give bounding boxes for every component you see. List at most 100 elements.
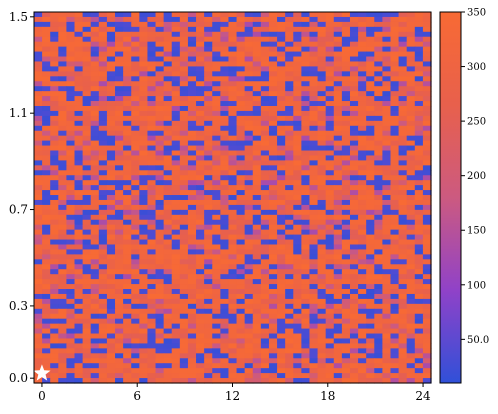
heatmap-cell xyxy=(228,91,238,97)
heatmap-cell xyxy=(236,239,246,246)
heatmap-cell xyxy=(179,333,189,340)
heatmap-cell xyxy=(196,209,205,216)
heatmap-cell xyxy=(309,105,319,112)
heatmap-cell xyxy=(349,195,359,201)
heatmap-cell xyxy=(147,91,157,97)
heatmap-cell xyxy=(268,51,278,58)
heatmap-cell xyxy=(204,333,213,340)
heatmap-cell xyxy=(123,363,132,369)
heatmap-cell xyxy=(196,120,205,127)
heatmap-cell xyxy=(333,185,343,191)
heatmap-cell xyxy=(82,373,92,379)
heatmap-cell xyxy=(228,373,238,379)
heatmap-cell xyxy=(301,36,311,43)
heatmap-cell xyxy=(106,41,116,48)
heatmap-cell xyxy=(115,313,124,320)
heatmap-cell xyxy=(106,110,116,117)
heatmap-cell xyxy=(163,348,173,354)
heatmap-cell xyxy=(66,234,76,241)
heatmap-cell xyxy=(34,21,43,28)
heatmap-cell xyxy=(301,135,311,142)
heatmap-cell xyxy=(398,91,408,97)
heatmap-cell xyxy=(293,36,302,43)
heatmap-cell xyxy=(293,175,302,181)
heatmap-cell xyxy=(398,318,408,325)
heatmap-cell xyxy=(236,140,246,147)
heatmap-cell xyxy=(204,175,213,181)
heatmap-cell xyxy=(406,368,416,374)
heatmap-cell xyxy=(147,150,157,157)
heatmap-cell xyxy=(58,313,68,320)
heatmap-cell xyxy=(374,180,383,186)
heatmap-cell xyxy=(260,81,270,87)
heatmap-cell xyxy=(406,214,416,221)
heatmap-cell xyxy=(374,358,383,364)
heatmap-cell xyxy=(42,51,51,58)
heatmap-cell xyxy=(390,368,400,374)
heatmap-cell xyxy=(139,185,149,191)
heatmap-cell xyxy=(34,259,43,265)
heatmap-cell xyxy=(98,175,108,181)
heatmap-cell xyxy=(66,36,76,43)
heatmap-cell xyxy=(301,56,311,63)
heatmap-cell xyxy=(171,234,181,241)
heatmap-cell xyxy=(171,378,181,384)
heatmap-cell xyxy=(285,170,294,176)
heatmap-cell xyxy=(106,46,116,53)
heatmap-cell xyxy=(325,91,335,97)
heatmap-cell xyxy=(260,160,270,166)
heatmap-cell xyxy=(285,378,294,384)
heatmap-cell xyxy=(220,91,230,97)
heatmap-cell xyxy=(406,71,416,77)
heatmap-cell xyxy=(98,12,108,18)
heatmap-cell xyxy=(212,160,221,166)
heatmap-cell xyxy=(106,130,116,137)
heatmap-cell xyxy=(268,293,278,300)
heatmap-cell xyxy=(155,328,165,335)
heatmap-cell xyxy=(204,279,213,285)
heatmap-cell xyxy=(260,56,270,63)
heatmap-cell xyxy=(285,229,294,236)
heatmap-cell xyxy=(293,303,302,310)
heatmap-cell xyxy=(341,145,351,152)
heatmap-cell xyxy=(58,56,68,63)
heatmap-cell xyxy=(171,348,181,354)
heatmap-cell xyxy=(422,135,432,142)
heatmap-cell xyxy=(98,264,108,270)
heatmap-cell xyxy=(90,195,100,201)
heatmap-cell xyxy=(406,130,416,137)
heatmap-cell xyxy=(422,224,432,231)
heatmap-cell xyxy=(155,333,165,340)
heatmap-cell xyxy=(285,16,294,23)
heatmap-cell xyxy=(139,368,149,374)
heatmap-cell xyxy=(422,219,432,226)
heatmap-cell xyxy=(74,41,84,48)
heatmap-cell xyxy=(293,66,302,72)
heatmap-cell xyxy=(301,279,311,285)
heatmap-cell xyxy=(58,343,68,349)
heatmap-cell xyxy=(309,259,319,265)
heatmap-cell xyxy=(82,12,92,18)
heatmap-cell xyxy=(317,323,327,330)
heatmap-cell xyxy=(171,209,181,216)
heatmap-cell xyxy=(309,41,319,48)
heatmap-cell xyxy=(268,378,278,384)
heatmap-cell xyxy=(333,135,343,142)
heatmap-cell xyxy=(82,115,92,122)
heatmap-cell xyxy=(301,51,311,58)
heatmap-cell xyxy=(220,259,230,265)
heatmap-cell xyxy=(139,239,149,246)
heatmap-cell xyxy=(187,76,197,82)
heatmap-cell xyxy=(358,56,367,63)
heatmap-cell xyxy=(244,66,254,72)
heatmap-cell xyxy=(50,313,59,320)
heatmap-cell xyxy=(390,160,400,166)
heatmap-cell xyxy=(106,279,116,285)
heatmap-cell xyxy=(325,313,335,320)
heatmap-cell xyxy=(58,214,68,221)
heatmap-cell xyxy=(228,244,238,251)
heatmap-cell xyxy=(34,298,43,305)
heatmap-cell xyxy=(34,130,43,137)
heatmap-cell xyxy=(131,170,140,176)
heatmap-cell xyxy=(171,160,181,166)
